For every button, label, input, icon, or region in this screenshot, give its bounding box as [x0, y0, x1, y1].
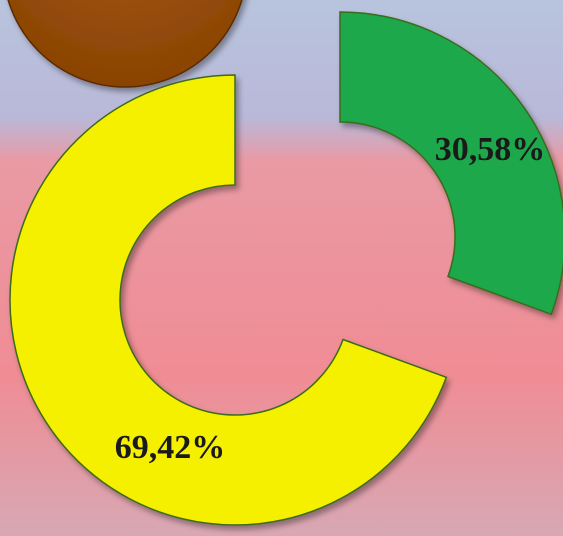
- value-label: 30,58%: [435, 131, 546, 168]
- donut: 30,58% 69,42%: [9, 11, 563, 526]
- donut-slice: [9, 74, 448, 526]
- donut-slice: [339, 11, 563, 316]
- value-label: 69,42%: [115, 429, 226, 466]
- decorative-circle: [7, 0, 243, 88]
